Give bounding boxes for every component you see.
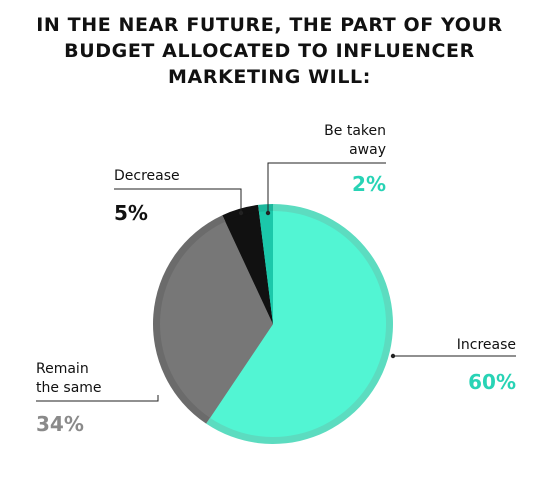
pie-slice-remain-the-same	[160, 221, 273, 418]
pie-slice-increase	[210, 211, 387, 437]
slice-label-remain-the-same-line-1: Remain	[36, 361, 89, 377]
slice-label-be-taken-away-line-1: Be taken	[324, 123, 386, 139]
leader-dot-increase	[390, 353, 396, 359]
leader-line-remain-the-same	[36, 395, 159, 402]
slice-value-be-taken-away: 2%	[352, 172, 386, 196]
slice-label-increase: Increase	[457, 337, 516, 353]
slice-label-decrease: Decrease	[114, 168, 180, 184]
pie-slice-be-taken-away	[258, 211, 273, 324]
slice-value-increase: 60%	[468, 370, 516, 394]
leader-dot-be-taken-away	[265, 210, 271, 216]
leader-line-be-taken-away	[267, 162, 386, 213]
leader-dot-decrease	[238, 210, 244, 216]
slice-label-be-taken-away-line-2: away	[349, 142, 386, 158]
slice-label-remain-the-same-line-2: the same	[36, 380, 102, 396]
pie-slice-decrease	[225, 211, 273, 324]
chart-title-line-2: BUDGET ALLOCATED TO INFLUENCER	[64, 40, 475, 62]
slice-value-remain-the-same: 34%	[36, 412, 84, 436]
chart-title-line-1: IN THE NEAR FUTURE, THE PART OF YOUR	[36, 14, 503, 36]
chart-title-line-3: MARKETING WILL:	[168, 66, 371, 88]
leader-line-decrease	[114, 188, 242, 213]
slice-value-decrease: 5%	[114, 201, 148, 225]
